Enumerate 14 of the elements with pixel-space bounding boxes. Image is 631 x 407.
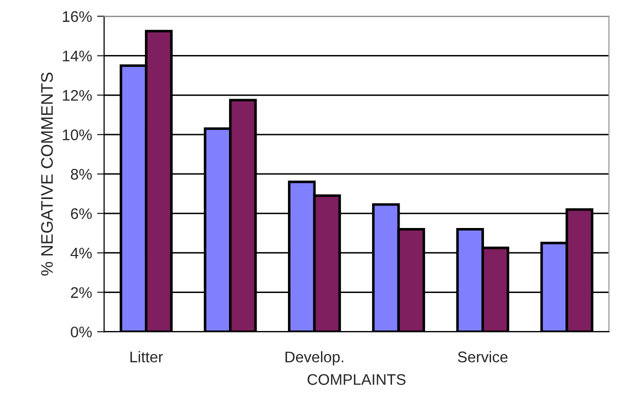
y-tick-label: 10% bbox=[62, 129, 92, 140]
y-tick-label: 4% bbox=[70, 248, 92, 258]
y-tick-label: 0% bbox=[70, 326, 92, 338]
x-tick-label: Develop. bbox=[286, 351, 344, 366]
x-axis-title: COMPLAINTS bbox=[308, 374, 406, 385]
y-tick-label: 2% bbox=[70, 287, 92, 298]
x-tick-label: Service bbox=[458, 351, 508, 362]
y-tick-label: 6% bbox=[71, 208, 92, 220]
y-tick-label: 14% bbox=[62, 50, 92, 62]
y-tick-label: 16% bbox=[62, 11, 92, 22]
y-tick-label: 8% bbox=[70, 168, 92, 180]
x-tick-label: Litter bbox=[130, 351, 163, 362]
y-axis-title: % NEGATIVE COMMENTS bbox=[41, 72, 53, 276]
y-tick-label: 12% bbox=[62, 90, 92, 101]
